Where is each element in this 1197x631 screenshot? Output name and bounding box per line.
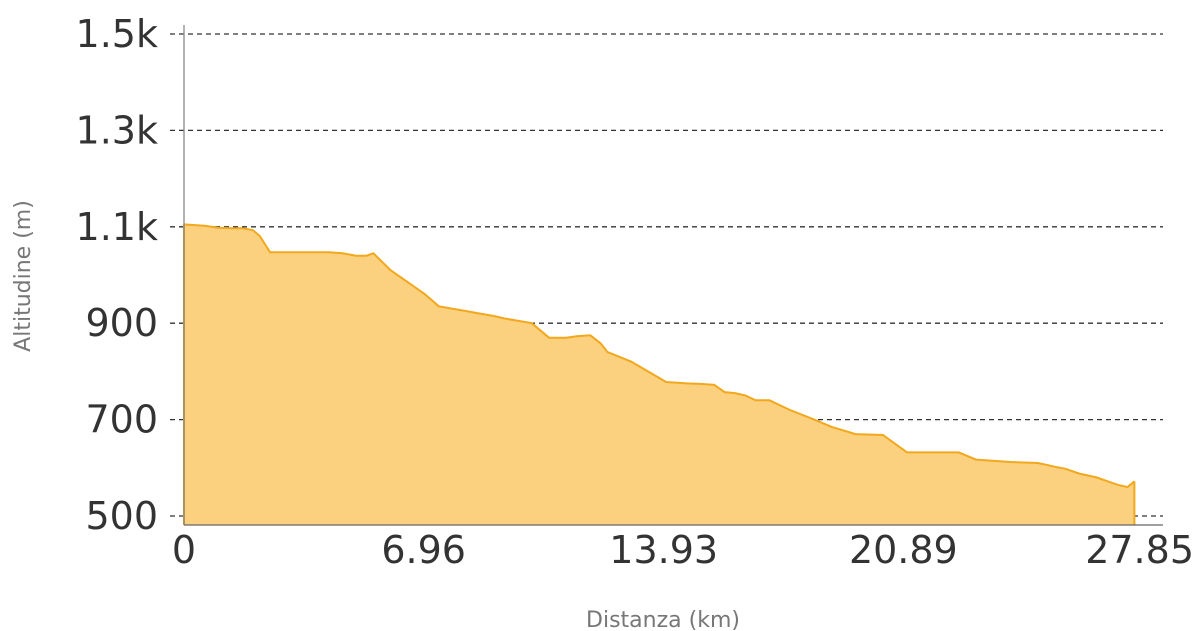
elevation-line [183, 223, 1136, 489]
y-axis-title: Altitudine (m) [11, 200, 36, 352]
x-axis-title: Distanza (km) [586, 608, 740, 631]
y-tick-label: 500 [85, 494, 158, 538]
x-axis-ticks: 0 6.96 13.93 20.89 27.85 [172, 528, 1194, 572]
y-tick-label: 700 [85, 398, 158, 442]
axes [183, 25, 1163, 526]
elevation-area [183, 223, 1136, 525]
y-tick-label: 1.3k [76, 108, 158, 152]
y-tick-label: 1.1k [76, 205, 158, 249]
y-tick-label: 900 [85, 301, 158, 345]
y-tick-label: 1.5k [76, 12, 158, 56]
y-axis-ticks: 500 700 900 1.1k 1.3k 1.5k [76, 12, 158, 538]
x-tick-label: 27.85 [1085, 528, 1194, 572]
elevation-fill [184, 224, 1135, 525]
x-tick-label: 13.93 [609, 528, 718, 572]
x-tick-label: 0 [172, 528, 196, 572]
x-tick-label: 20.89 [849, 528, 958, 572]
x-tick-label: 6.96 [381, 528, 466, 572]
